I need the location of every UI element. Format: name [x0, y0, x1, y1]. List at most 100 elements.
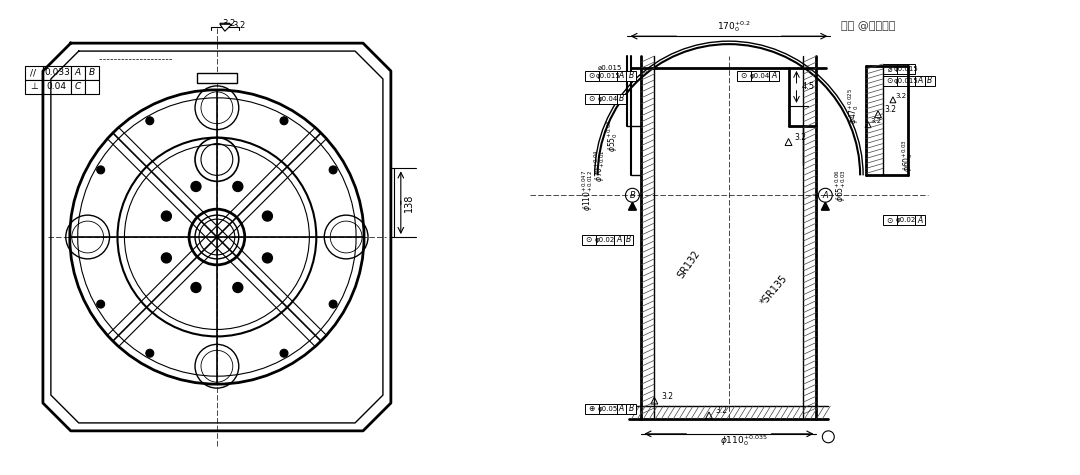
- Text: A: A: [917, 216, 922, 225]
- Circle shape: [97, 300, 105, 308]
- Text: B: B: [89, 68, 95, 77]
- Bar: [584, 71, 598, 81]
- Bar: [737, 71, 751, 81]
- Text: $\phi$70$^{+0.04}_{+0.01}$: $\phi$70$^{+0.04}_{+0.01}$: [592, 149, 607, 182]
- Polygon shape: [220, 24, 232, 31]
- Text: //: //: [29, 68, 39, 77]
- Text: ⌀0.015: ⌀0.015: [597, 65, 622, 71]
- Circle shape: [191, 181, 201, 191]
- Text: A: A: [619, 71, 624, 80]
- Bar: [84, 66, 98, 80]
- Bar: [915, 215, 924, 225]
- Text: A: A: [917, 76, 922, 86]
- Text: B: B: [927, 76, 932, 86]
- Text: $\phi$60$^{+0.03}_{0}$: $\phi$60$^{+0.03}_{0}$: [901, 139, 915, 172]
- Polygon shape: [890, 97, 896, 103]
- Text: B: B: [619, 95, 624, 104]
- Text: φ0.05: φ0.05: [597, 406, 618, 412]
- Bar: [751, 71, 769, 81]
- Circle shape: [280, 117, 288, 125]
- Bar: [617, 71, 626, 81]
- Text: ⊙: ⊙: [887, 216, 893, 225]
- Bar: [617, 94, 626, 104]
- Text: $\phi$47$^{+0.025}_{0}$: $\phi$47$^{+0.025}_{0}$: [846, 88, 861, 124]
- Text: 3.2: 3.2: [661, 391, 673, 400]
- Text: 3.2: 3.2: [895, 93, 906, 99]
- Circle shape: [262, 211, 272, 221]
- Text: A: A: [619, 405, 624, 414]
- Bar: [582, 235, 596, 245]
- Bar: [584, 94, 598, 104]
- Bar: [883, 76, 896, 86]
- Text: 170$^{+0.2}_{0}$: 170$^{+0.2}_{0}$: [717, 19, 751, 34]
- Bar: [617, 404, 626, 414]
- Polygon shape: [705, 412, 713, 419]
- Polygon shape: [865, 122, 872, 128]
- Circle shape: [161, 211, 172, 221]
- Text: ⊙: ⊙: [887, 76, 893, 86]
- Text: $\phi$110$^{+0.047}_{+0.012}$: $\phi$110$^{+0.047}_{+0.012}$: [580, 170, 595, 211]
- Circle shape: [146, 349, 153, 357]
- Circle shape: [262, 253, 272, 263]
- Circle shape: [280, 349, 288, 357]
- Text: φ0.02: φ0.02: [594, 237, 615, 243]
- Bar: [43, 66, 71, 80]
- Text: 0.033: 0.033: [44, 68, 70, 77]
- Text: ⊕: ⊕: [589, 405, 595, 414]
- Circle shape: [191, 283, 201, 293]
- Text: 3.2: 3.2: [870, 118, 881, 124]
- Text: 138: 138: [404, 194, 414, 212]
- Text: ⊙: ⊙: [589, 71, 595, 80]
- Text: B: B: [629, 71, 634, 80]
- Text: φ0.02: φ0.02: [895, 217, 916, 223]
- Text: φ0.04: φ0.04: [597, 96, 618, 102]
- Circle shape: [146, 117, 153, 125]
- Text: C: C: [75, 82, 81, 91]
- Text: $\phi$110$^{+0.035}_{0}$: $\phi$110$^{+0.035}_{0}$: [719, 433, 768, 448]
- Polygon shape: [629, 202, 636, 210]
- Text: 3.2: 3.2: [222, 19, 235, 28]
- Bar: [598, 94, 617, 104]
- Text: φ0.015: φ0.015: [893, 66, 918, 72]
- Bar: [598, 404, 617, 414]
- Bar: [25, 66, 43, 80]
- Polygon shape: [651, 397, 658, 404]
- Text: ⊙: ⊙: [741, 71, 747, 80]
- Circle shape: [233, 181, 243, 191]
- Circle shape: [233, 283, 243, 293]
- Text: 3.2: 3.2: [232, 21, 245, 30]
- Polygon shape: [785, 139, 792, 145]
- Text: 3.2: 3.2: [715, 407, 727, 416]
- Text: ⌀: ⌀: [888, 65, 892, 74]
- Bar: [197, 73, 237, 83]
- Bar: [883, 215, 896, 225]
- Text: $\phi$65$^{+0.06}_{+0.03}$: $\phi$65$^{+0.06}_{+0.03}$: [834, 169, 848, 202]
- Text: φ0.015: φ0.015: [893, 78, 918, 84]
- Bar: [896, 215, 915, 225]
- Circle shape: [329, 166, 337, 174]
- Circle shape: [329, 300, 337, 308]
- Text: A: A: [75, 68, 81, 77]
- Text: 0.04: 0.04: [46, 82, 67, 91]
- Bar: [584, 404, 598, 414]
- Text: ⊙: ⊙: [585, 236, 592, 245]
- Text: SR132: SR132: [676, 249, 702, 281]
- Text: $\phi$55$^{+0.03}_{0}$: $\phi$55$^{+0.03}_{0}$: [605, 119, 620, 152]
- Bar: [598, 71, 617, 81]
- Bar: [626, 404, 636, 414]
- Polygon shape: [875, 111, 881, 118]
- Bar: [43, 80, 71, 94]
- Text: A: A: [823, 191, 828, 200]
- Bar: [896, 76, 915, 86]
- Text: A: A: [616, 236, 621, 245]
- Text: ⊙: ⊙: [589, 95, 595, 104]
- Text: φ0.04: φ0.04: [750, 73, 770, 79]
- Bar: [25, 80, 43, 94]
- Bar: [769, 71, 779, 81]
- Bar: [623, 235, 634, 245]
- Text: 3.2: 3.2: [795, 133, 807, 142]
- Text: B: B: [625, 236, 631, 245]
- Polygon shape: [822, 202, 829, 210]
- Circle shape: [161, 253, 172, 263]
- Circle shape: [97, 166, 105, 174]
